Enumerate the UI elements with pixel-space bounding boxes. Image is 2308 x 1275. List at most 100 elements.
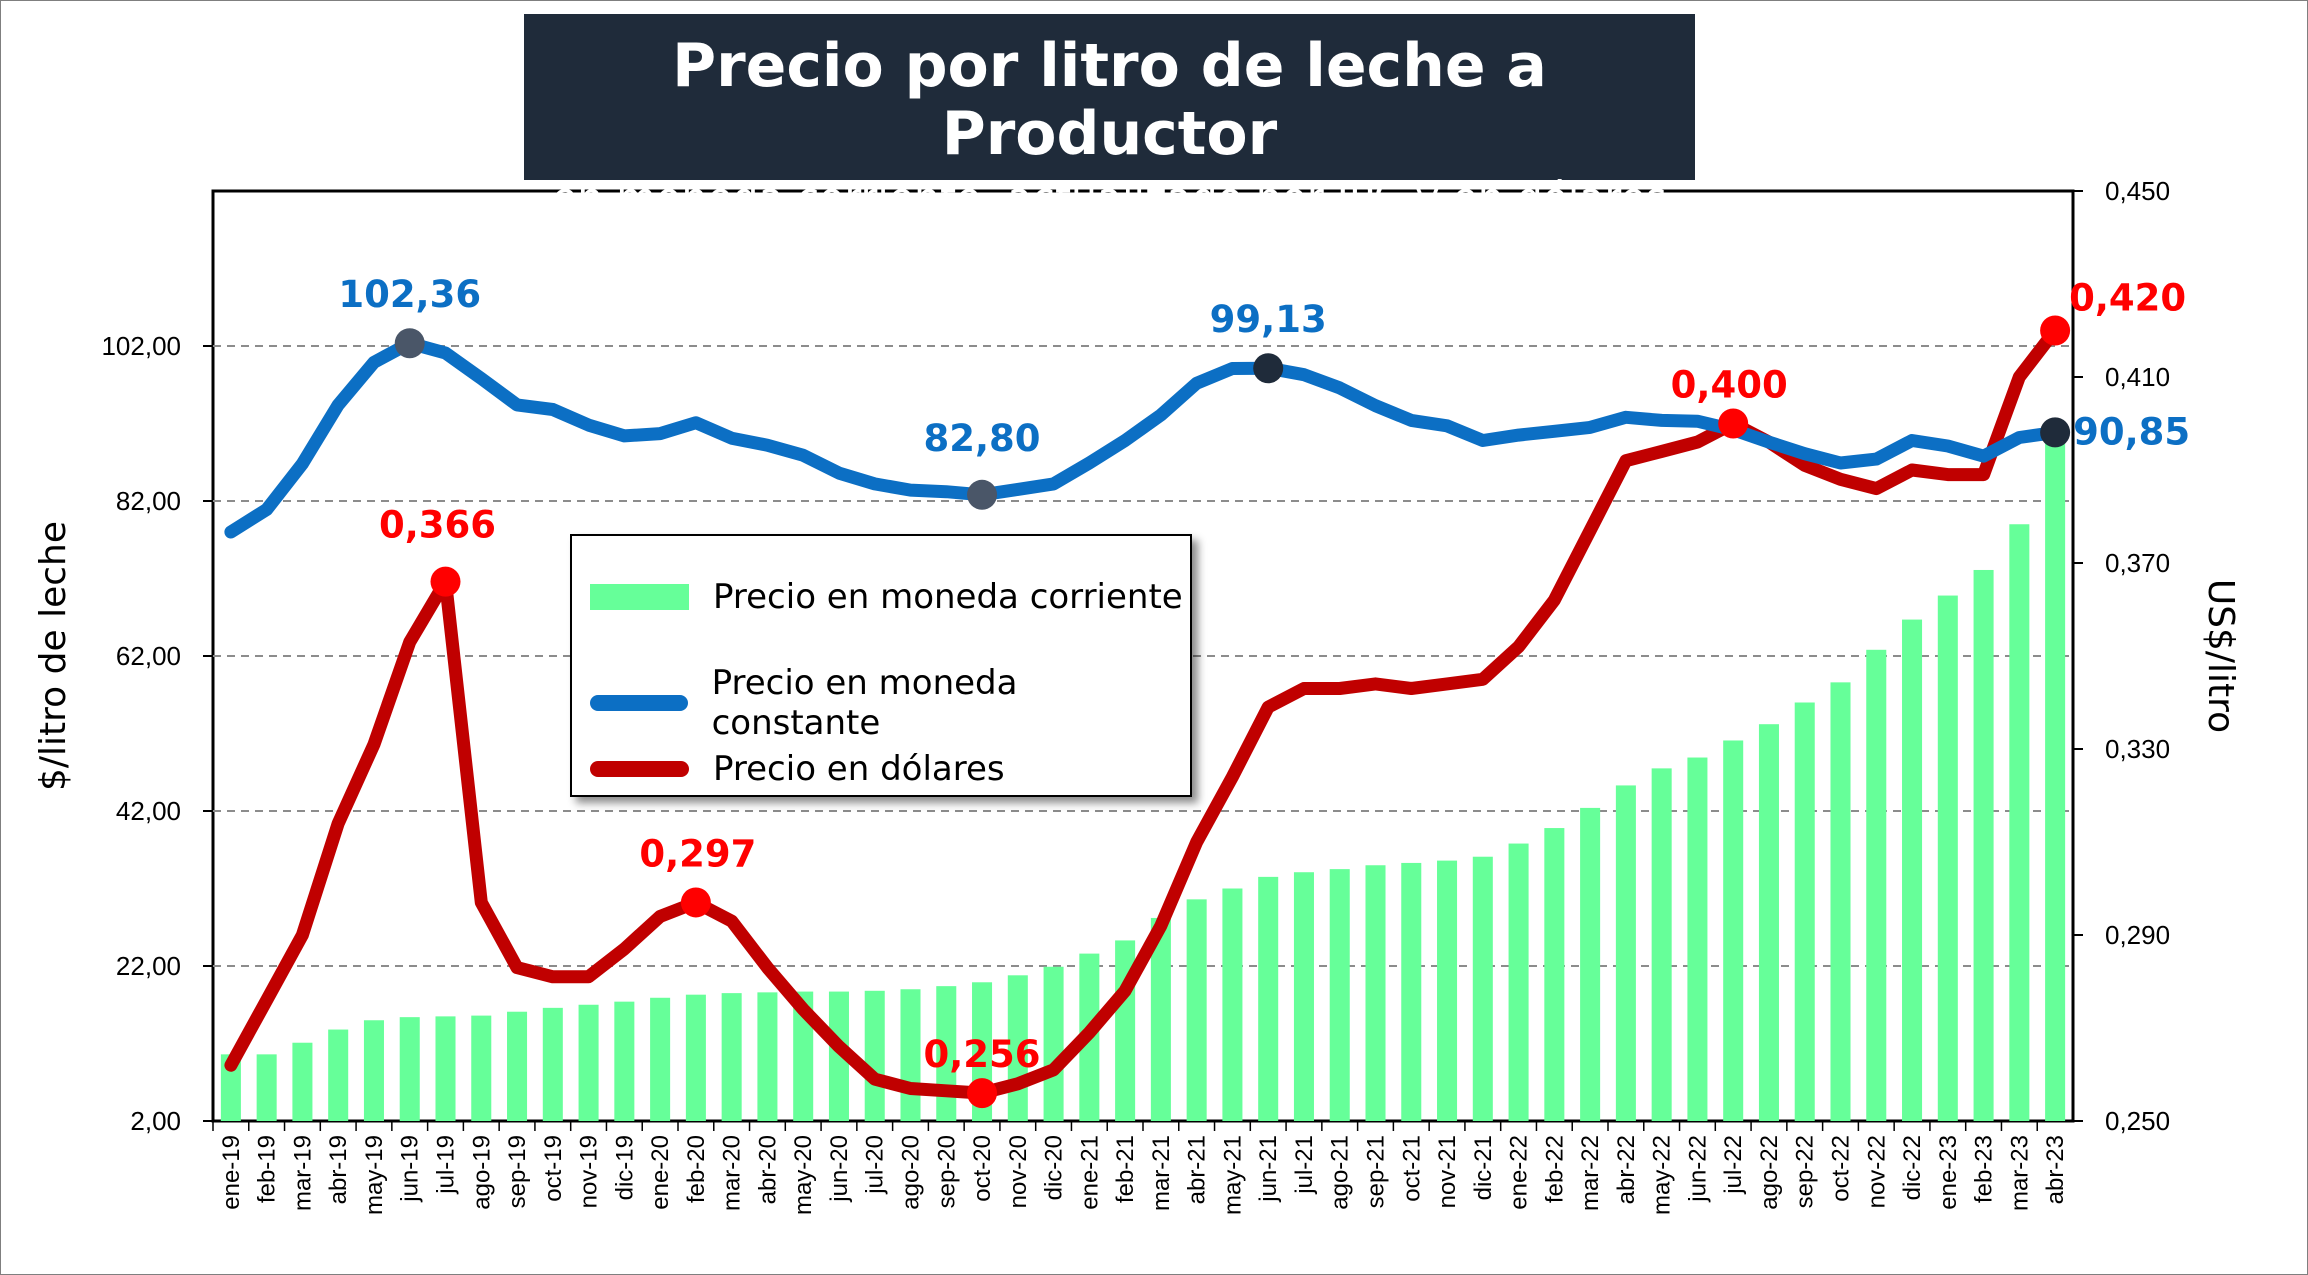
bar (435, 1016, 456, 1121)
y-axis-label: $/litro de leche (33, 521, 74, 791)
x-tick-label: sep-19 (504, 1135, 531, 1208)
x-tick-label: may-19 (361, 1135, 388, 1215)
legend-swatch-corriente (590, 584, 689, 610)
bar (1723, 740, 1744, 1121)
bar (1472, 856, 1493, 1121)
bar (220, 1054, 241, 1121)
y-axis-right: 0,250 0,290 0,330 0,370 0,410 0,450 (2073, 176, 2170, 1136)
x-tick-label: feb-20 (683, 1135, 710, 1203)
x-tick-label: ene-22 (1506, 1135, 1533, 1210)
bar (721, 993, 742, 1121)
x-tick-label: may-22 (1649, 1135, 1676, 1215)
marker-point (967, 1078, 998, 1109)
bar (363, 1020, 384, 1121)
x-tick-label: jul-20 (862, 1135, 889, 1195)
data-label: 99,13 (1210, 298, 1327, 341)
x-tick-label: abr-20 (754, 1135, 781, 1204)
x-tick-label: dic-20 (1041, 1135, 1068, 1200)
annotations: 102,36 82,80 99,13 90,85 0,366 0,297 0,256 0,40… (338, 273, 2190, 1076)
bar (1580, 807, 1601, 1121)
data-label: 0,420 (2069, 277, 2186, 320)
bar (1651, 768, 1672, 1121)
bar (507, 1011, 528, 1121)
bar (256, 1054, 277, 1121)
x-tick-label: oct-20 (969, 1135, 996, 1202)
bar (1758, 724, 1779, 1121)
bar (1830, 682, 1851, 1121)
y2-tick-label: 0,410 (2105, 362, 2170, 392)
x-tick-label: may-20 (790, 1135, 817, 1215)
bar (1687, 757, 1708, 1121)
x-axis: ene-19 feb-19 mar-19 abr-19 may-19 jun-19 jul-… (212, 1121, 2069, 1215)
bar (1794, 702, 1815, 1121)
marker-point (1253, 353, 1284, 384)
bar (1186, 899, 1207, 1121)
x-tick-label: jul-22 (1720, 1135, 1747, 1195)
bar (2009, 524, 2030, 1121)
y2-tick-label: 0,250 (2105, 1106, 2170, 1136)
bar (650, 997, 671, 1121)
x-tick-label: may-21 (1219, 1135, 1246, 1215)
x-tick-label: mar-20 (719, 1135, 746, 1211)
bar (1222, 888, 1243, 1121)
x-tick-label: dic-21 (1470, 1135, 1497, 1200)
bar (1437, 860, 1458, 1121)
y2-tick-label: 0,330 (2105, 734, 2170, 764)
x-tick-label: feb-23 (1971, 1135, 1998, 1203)
data-label: 0,256 (924, 1033, 1041, 1076)
legend-item-dolares: Precio en dólares (590, 749, 1005, 789)
legend-swatch-dolares (590, 761, 689, 777)
chart-title: Precio por litro de leche a Productor (672, 31, 1547, 169)
x-tick-label: nov-22 (1863, 1135, 1890, 1208)
x-tick-label: jun-21 (1255, 1135, 1282, 1203)
legend-label-dolares: Precio en dólares (713, 749, 1005, 789)
x-tick-label: mar-23 (2006, 1135, 2033, 1211)
x-tick-label: jul-19 (433, 1135, 460, 1195)
bar (1401, 862, 1422, 1121)
title-box: Precio por litro de leche a Productor - … (524, 14, 1695, 222)
y2-tick-label: 0,450 (2105, 176, 2170, 206)
data-label: 0,400 (1671, 364, 1788, 407)
x-tick-label: nov-19 (576, 1135, 603, 1208)
x-tick-label: sep-20 (933, 1135, 960, 1208)
marker-point (680, 887, 711, 918)
bar (900, 989, 921, 1121)
bar (1866, 649, 1887, 1121)
bar (471, 1015, 492, 1121)
legend-swatch-constante (590, 695, 688, 711)
data-label: 82,80 (924, 417, 1041, 460)
x-tick-label: mar-21 (1148, 1135, 1175, 1211)
bar (1293, 872, 1314, 1121)
x-tick-label: ago-22 (1756, 1135, 1783, 1210)
marker-point (1718, 408, 1749, 439)
x-tick-label: ene-23 (1935, 1135, 1962, 1210)
y-tick-label: 2,00 (130, 1106, 181, 1136)
bar (685, 994, 706, 1121)
x-tick-label: jun-19 (397, 1135, 424, 1203)
bar (828, 991, 849, 1121)
x-tick-label: oct-21 (1398, 1135, 1425, 1202)
marker-point (430, 566, 461, 597)
series-markers (394, 315, 2071, 1109)
x-tick-label: feb-21 (1112, 1135, 1139, 1203)
bar (1043, 966, 1064, 1121)
data-label: 90,85 (2073, 410, 2190, 453)
bars-corriente (220, 423, 2066, 1121)
bar (1150, 917, 1171, 1121)
bar (864, 990, 885, 1121)
bar (1973, 569, 1994, 1121)
bar (614, 1001, 635, 1121)
x-tick-label: dic-19 (611, 1135, 638, 1200)
x-tick-label: feb-19 (254, 1135, 281, 1203)
x-tick-label: ago-21 (1327, 1135, 1354, 1210)
legend-label-corriente: Precio en moneda corriente (713, 577, 1183, 617)
y-axis-left: 2,00 22,00 42,00 62,00 82,00 102,00 (101, 331, 213, 1136)
y2-tick-label: 0,290 (2105, 920, 2170, 950)
x-tick-label: mar-22 (1577, 1135, 1604, 1211)
x-tick-label: abr-19 (325, 1135, 352, 1204)
bar (1329, 869, 1350, 1121)
x-tick-label: ene-21 (1076, 1135, 1103, 1210)
data-label: 102,36 (338, 273, 481, 316)
y-tick-label: 62,00 (116, 641, 181, 671)
